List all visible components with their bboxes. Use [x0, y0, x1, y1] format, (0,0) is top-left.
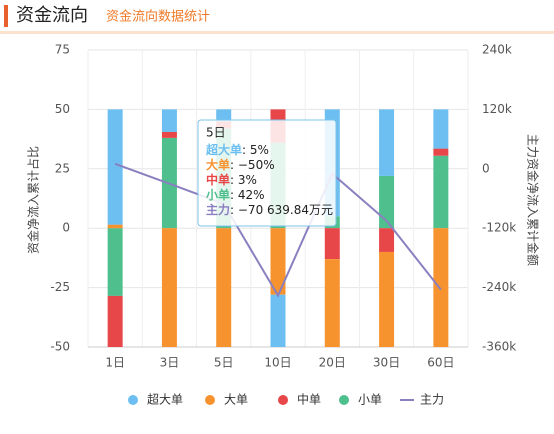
x-tick-label: 3日	[160, 356, 180, 370]
tooltip-row-value: : −50%	[230, 158, 275, 172]
x-tick-label: 20日	[319, 356, 346, 370]
bar-segment	[270, 294, 286, 347]
tooltip-row-value: : 42%	[230, 188, 265, 202]
bar-segment	[270, 228, 286, 295]
y2-tick-label: 0	[482, 161, 490, 175]
y-tick-label: 0	[62, 221, 70, 235]
bar-segment	[216, 109, 232, 122]
bar-segment	[379, 251, 395, 347]
x-tick-label: 30日	[373, 356, 400, 370]
y-tick-label: -25	[50, 280, 70, 294]
tooltip-row: 小单: 42%	[206, 187, 265, 202]
bar-segment	[433, 155, 449, 229]
bar-segment	[216, 228, 232, 347]
bar-segment	[107, 295, 123, 347]
tooltip-title: 5日	[206, 126, 226, 140]
legend-label: 主力	[420, 393, 444, 407]
y2-tick-label: -360k	[482, 340, 516, 354]
bar-segment	[379, 175, 395, 229]
tooltip-row-label: 主力	[206, 202, 230, 217]
legend-icon	[128, 395, 138, 405]
tooltip-row: 主力: −70 639.84万元	[206, 202, 333, 217]
y-tick-label: 50	[55, 102, 70, 116]
tooltip-row: 超大单: 5%	[205, 142, 269, 157]
tooltip-row-label: 中单	[206, 172, 230, 187]
bar-segment	[433, 228, 449, 347]
y-axis-label: 资金净流入累计占比	[26, 146, 41, 254]
bar-segment	[161, 131, 177, 138]
tooltip-row-label: 大单	[206, 157, 230, 172]
tooltip-row-value: : 3%	[230, 173, 257, 187]
y-tick-label: -50	[50, 340, 70, 354]
y2-tick-label: -120k	[482, 221, 516, 235]
page-subtitle: 资金流向数据统计	[106, 9, 210, 25]
line-series	[114, 162, 442, 298]
bar-segment	[161, 109, 177, 132]
tooltip-row-value: : −70 639.84万元	[230, 203, 333, 217]
legend-label: 大单	[224, 393, 248, 407]
y2-tick-label: 240k	[482, 43, 512, 57]
tooltip-row-label: 小单	[206, 187, 230, 202]
bar-segment	[107, 228, 123, 296]
bar-segment	[324, 228, 340, 260]
x-tick-label: 1日	[105, 356, 125, 370]
header-rule	[0, 31, 554, 34]
tooltip-row-value: : 5%	[242, 143, 269, 157]
bar-segment	[324, 259, 340, 347]
y-tick-label: 75	[55, 43, 70, 57]
page-title: 资金流向	[16, 5, 88, 26]
y2-tick-label: 120k	[482, 102, 512, 116]
legend-label: 超大单	[147, 392, 183, 407]
bar-segment	[379, 228, 395, 252]
y-tick-label: 25	[55, 161, 70, 175]
bar-segment	[379, 109, 395, 176]
header-accent	[4, 5, 8, 27]
bar-segment	[161, 228, 177, 347]
y2-tick-label: -240k	[482, 280, 516, 294]
bar-segment	[433, 148, 449, 156]
x-tick-label: 10日	[264, 356, 291, 370]
bar-segment	[433, 109, 449, 149]
tooltip-row: 中单: 3%	[206, 172, 257, 187]
legend-label: 中单	[297, 392, 321, 407]
bar-segment	[107, 224, 123, 229]
legend-icon	[205, 395, 215, 405]
legend-label: 小单	[358, 393, 382, 407]
x-tick-label: 5日	[214, 356, 234, 370]
tooltip-row-label: 超大单	[205, 142, 242, 157]
y2-axis-label: 主力资金净流入累计金额	[526, 134, 541, 266]
bar-segment	[107, 109, 123, 225]
legend-icon	[278, 395, 288, 405]
x-tick-label: 60日	[427, 356, 454, 370]
tooltip-row: 大单: −50%	[206, 157, 275, 172]
tooltip-box	[197, 119, 337, 227]
legend-icon	[339, 395, 349, 405]
